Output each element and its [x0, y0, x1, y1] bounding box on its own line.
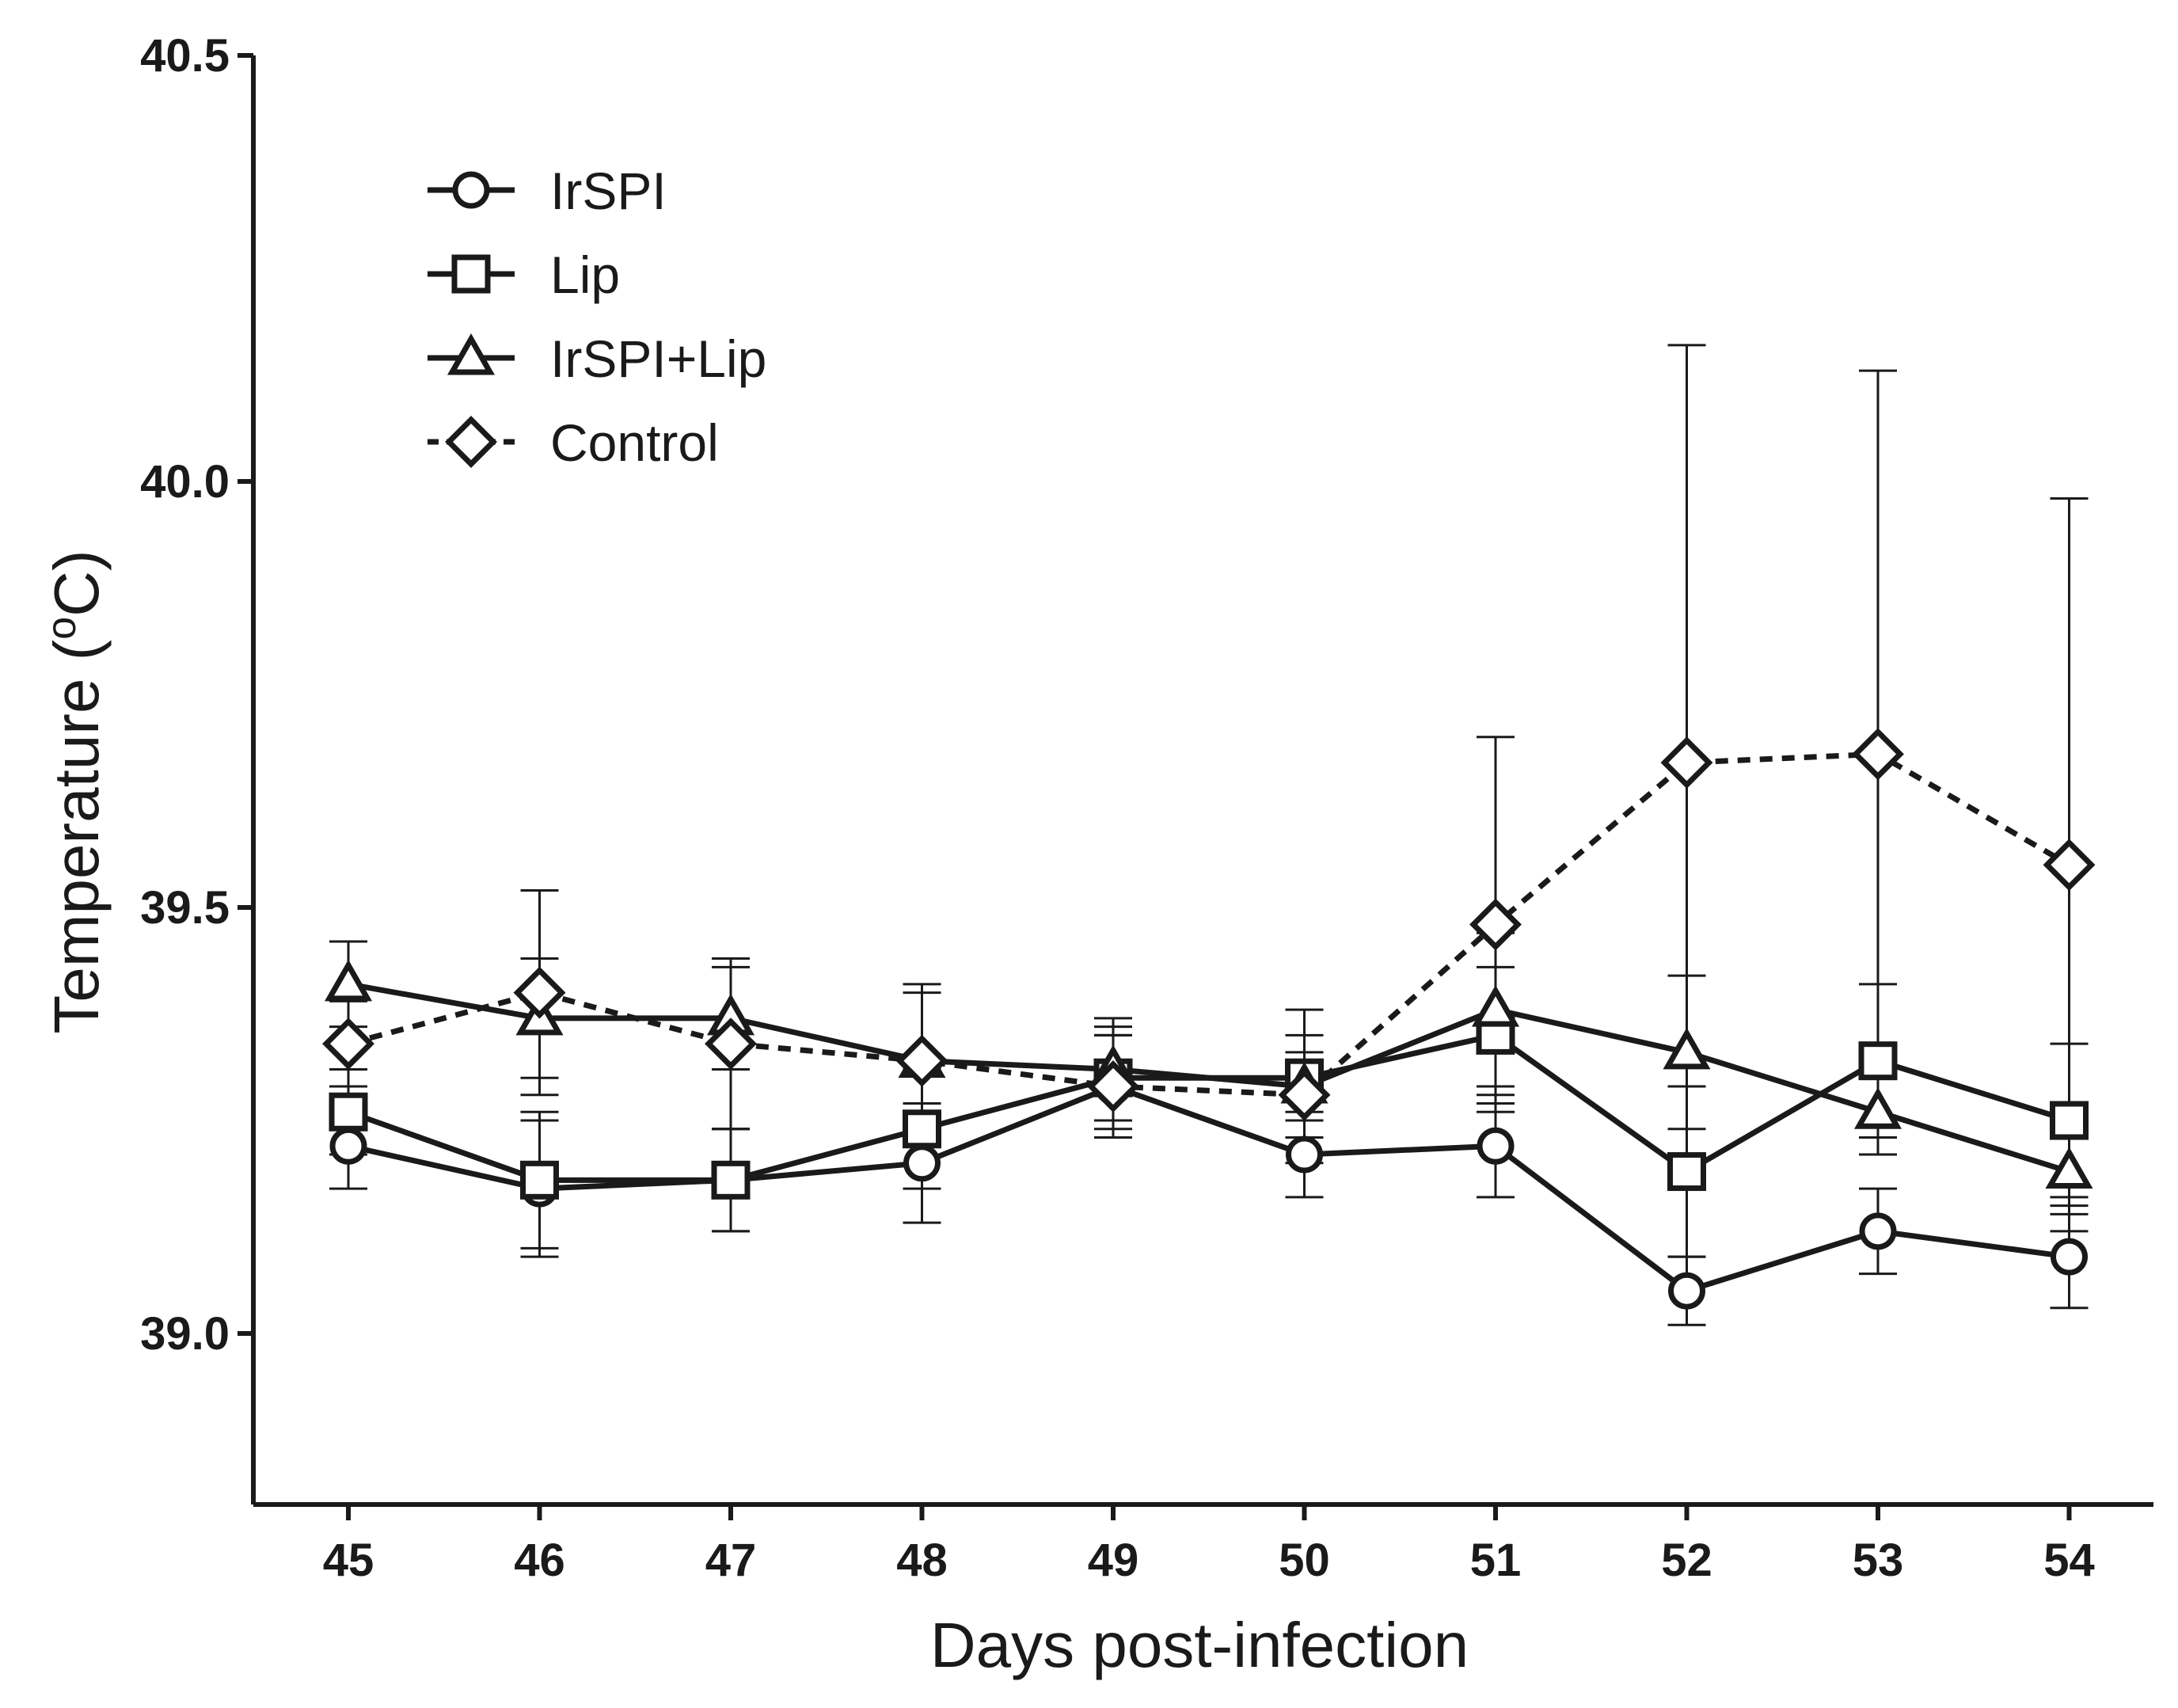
legend-label: IrSPI+Lip	[550, 329, 766, 388]
point-control	[1087, 1060, 1139, 1113]
point-lip	[711, 1160, 751, 1200]
y-axis-title-suffix: C)	[41, 550, 112, 616]
legend-item-irspi-lip: IrSPI+Lip	[428, 329, 766, 388]
y-axis-title-prefix: Temperature (	[41, 639, 112, 1033]
point-lip	[903, 1109, 941, 1149]
point-control	[1660, 736, 1713, 789]
axes-layer: 39.0 39.5 40.0 40.5 45 46 47 48 49 50 51 52 53 54	[140, 30, 2153, 1586]
point-irspi-lip	[1471, 985, 1520, 1027]
y-tick-label: 39.5	[140, 882, 230, 934]
point-irspi	[2051, 1238, 2088, 1276]
point-control	[895, 1034, 948, 1087]
x-tick-label: 53	[1853, 1535, 1904, 1586]
y-tick-label: 39.0	[140, 1308, 230, 1360]
point-irspi	[329, 1127, 367, 1165]
x-tick-label: 48	[896, 1535, 948, 1586]
legend-label: Control	[550, 413, 719, 472]
legend-label: IrSPI	[550, 162, 667, 220]
y-tick-label: 40.5	[140, 30, 230, 82]
legend-label: Lip	[550, 245, 620, 304]
legend-marker	[447, 333, 496, 375]
point-control	[322, 1018, 374, 1071]
y-axis-title: Temperature (oC)	[39, 550, 112, 1033]
legend-item-irspi: IrSPI	[428, 162, 667, 220]
point-control	[1469, 898, 1522, 951]
x-tick-label: 52	[1661, 1535, 1712, 1586]
point-lip	[1858, 1041, 1898, 1081]
point-lip	[520, 1160, 559, 1200]
legend-marker	[445, 416, 497, 468]
y-axis-title-superscript: o	[39, 617, 85, 640]
x-tick-label: 50	[1279, 1535, 1330, 1586]
legend-item-lip: Lip	[428, 245, 620, 304]
point-control	[2043, 839, 2096, 892]
y-tick-label: 40.0	[140, 456, 230, 508]
point-irspi	[1477, 1127, 1515, 1165]
plot-layer	[322, 344, 2096, 1326]
x-tick-label: 51	[1470, 1535, 1522, 1586]
legend-item-control: Control	[428, 413, 719, 472]
point-irspi-lip	[324, 959, 373, 1002]
legend-marker	[452, 171, 490, 209]
point-lip	[2050, 1101, 2089, 1140]
x-axis-title: Days post-infection	[930, 1610, 1469, 1680]
point-irspi-lip	[1663, 1027, 1711, 1070]
point-irspi	[1286, 1135, 1323, 1174]
point-control	[1852, 728, 1904, 781]
series-line-control	[348, 751, 2071, 1098]
legend-marker	[451, 254, 491, 294]
point-control	[1278, 1068, 1331, 1121]
series-line-irspi	[348, 1083, 2070, 1294]
x-tick-label: 54	[2043, 1535, 2095, 1586]
point-irspi	[1668, 1272, 1705, 1310]
point-irspi	[1859, 1212, 1897, 1250]
x-tick-label: 49	[1088, 1535, 1139, 1586]
x-tick-label: 47	[705, 1535, 757, 1586]
legend: IrSPI Lip IrSPI+Lip Control	[428, 162, 766, 472]
x-tick-label: 46	[514, 1535, 565, 1586]
point-lip	[329, 1092, 368, 1132]
point-control	[513, 966, 566, 1019]
point-irspi-lip	[1853, 1087, 1902, 1129]
point-lip	[1667, 1152, 1706, 1192]
point-irspi	[903, 1144, 941, 1182]
point-control	[705, 1018, 757, 1071]
series-line-lip	[347, 1032, 2070, 1183]
point-irspi-lip	[2045, 1147, 2093, 1189]
x-tick-label: 45	[323, 1535, 374, 1586]
